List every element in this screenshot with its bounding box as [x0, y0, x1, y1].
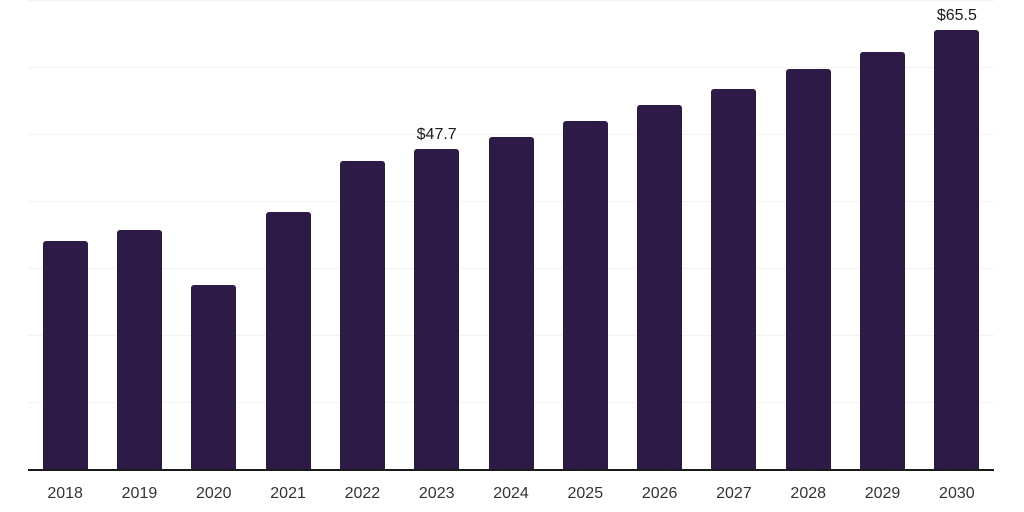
value-label-2023: $47.7	[416, 126, 457, 143]
bar-2020	[191, 285, 237, 469]
x-tick-label: 2028	[790, 485, 827, 502]
bar-2022	[339, 161, 385, 469]
x-tick-label: 2027	[716, 485, 752, 502]
bar-2028	[785, 69, 831, 469]
x-tick-label: 2023	[418, 485, 455, 502]
gridline	[28, 67, 994, 68]
x-tick-label: 2022	[344, 485, 381, 502]
gridline	[28, 134, 994, 135]
x-tick-label: 2024	[493, 485, 529, 502]
bar-2019	[116, 230, 162, 469]
x-axis-line	[28, 469, 994, 471]
x-tick-label: 2020	[195, 485, 232, 502]
bar-2021	[265, 212, 311, 469]
bar-2025	[562, 121, 608, 469]
x-tick-label: 2029	[864, 485, 901, 502]
bar-2018	[42, 241, 88, 469]
bar-2029	[860, 52, 906, 469]
x-tick-label: 2021	[270, 485, 306, 502]
x-tick-label: 2018	[47, 485, 83, 502]
gridline	[28, 0, 994, 1]
bar-2024	[488, 137, 534, 469]
x-tick-label: 2030	[939, 485, 975, 502]
x-tick-label: 2025	[567, 485, 604, 502]
bar-2023	[414, 149, 460, 469]
x-tick-label: 2026	[641, 485, 678, 502]
bar-2026	[637, 105, 683, 469]
bar-2027	[711, 89, 757, 469]
bar-2030	[934, 30, 980, 469]
value-label-2030: $65.5	[936, 7, 977, 24]
x-tick-label: 2019	[121, 485, 158, 502]
